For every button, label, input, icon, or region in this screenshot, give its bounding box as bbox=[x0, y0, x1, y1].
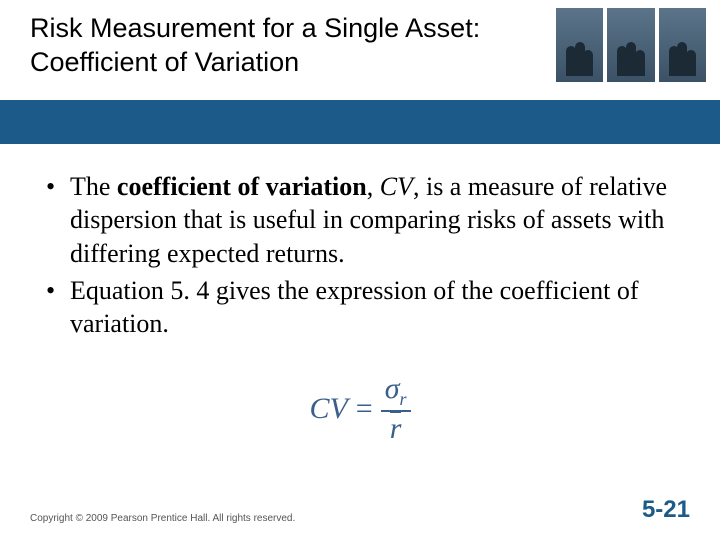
sigma-sub: r bbox=[400, 389, 407, 409]
bullet-1: The coefficient of variation, CV, is a m… bbox=[42, 170, 678, 270]
b1-ital: CV bbox=[380, 172, 413, 201]
footer: Copyright © 2009 Pearson Prentice Hall. … bbox=[30, 496, 690, 524]
copyright: Copyright © 2009 Pearson Prentice Hall. … bbox=[30, 513, 295, 524]
bullet-2: Equation 5. 4 gives the expression of th… bbox=[42, 274, 678, 341]
sigma: σ bbox=[385, 372, 400, 405]
b1-comma: , bbox=[367, 172, 380, 201]
b1-bold: coefficient of variation bbox=[117, 172, 367, 201]
divider-bar bbox=[0, 100, 720, 144]
formula: CV = σr r bbox=[42, 374, 678, 444]
formula-denominator: r bbox=[386, 412, 406, 444]
r-bar: r bbox=[390, 414, 402, 444]
corner-graphic bbox=[556, 8, 706, 82]
formula-fraction: σr r bbox=[381, 374, 411, 444]
content-area: The coefficient of variation, CV, is a m… bbox=[0, 144, 720, 444]
slide-title: Risk Measurement for a Single Asset: Coe… bbox=[30, 12, 550, 80]
slide-header: Risk Measurement for a Single Asset: Coe… bbox=[0, 0, 720, 100]
bullet-list: The coefficient of variation, CV, is a m… bbox=[42, 170, 678, 340]
formula-eq: = bbox=[356, 392, 373, 426]
page-number: 5-21 bbox=[642, 496, 690, 524]
b1-pre: The bbox=[70, 172, 117, 201]
formula-lhs: CV bbox=[309, 392, 347, 426]
formula-numerator: σr bbox=[381, 374, 411, 410]
